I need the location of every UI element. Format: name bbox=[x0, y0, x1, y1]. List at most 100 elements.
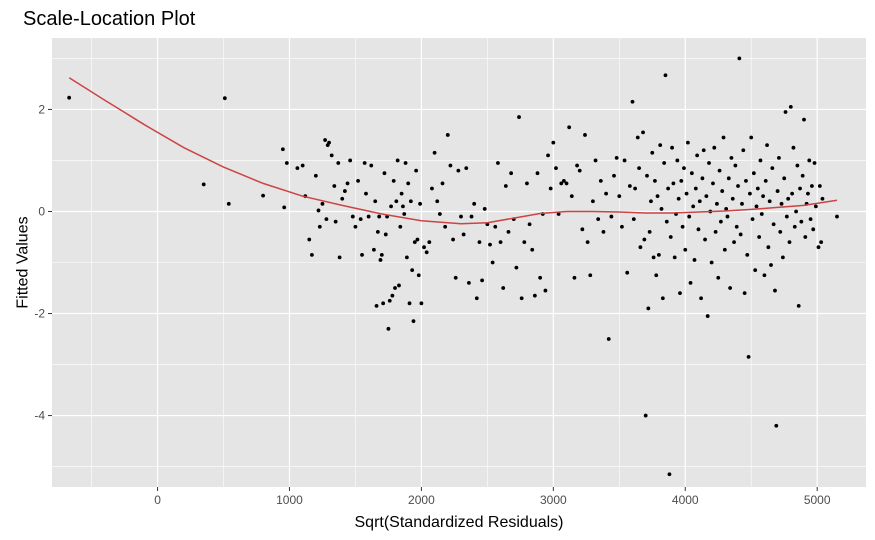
data-point bbox=[593, 158, 598, 163]
data-point bbox=[397, 283, 401, 288]
data-point bbox=[820, 196, 825, 201]
data-point bbox=[660, 296, 665, 301]
data-point bbox=[715, 201, 719, 206]
data-point bbox=[453, 275, 458, 280]
data-point bbox=[802, 117, 806, 122]
data-point bbox=[415, 237, 420, 242]
data-point bbox=[333, 219, 338, 224]
data-point bbox=[810, 184, 814, 188]
data-point bbox=[794, 209, 798, 214]
data-point bbox=[596, 217, 601, 222]
data-point bbox=[744, 178, 748, 183]
x-axis: 0 1000 2000 3000 4000 5000 bbox=[154, 487, 831, 507]
data-point bbox=[712, 145, 717, 150]
data-point bbox=[284, 161, 289, 165]
data-point bbox=[374, 303, 379, 308]
x-tick-label: 4000 bbox=[672, 493, 699, 507]
data-point bbox=[614, 156, 619, 160]
data-point bbox=[404, 255, 409, 260]
data-point bbox=[641, 130, 645, 135]
data-point bbox=[398, 224, 403, 229]
data-point bbox=[514, 265, 519, 270]
data-point bbox=[730, 196, 735, 201]
data-point bbox=[711, 181, 715, 186]
data-point bbox=[329, 153, 334, 158]
data-point bbox=[750, 217, 755, 222]
data-point bbox=[761, 194, 765, 199]
data-point bbox=[517, 115, 521, 119]
data-point bbox=[783, 110, 788, 114]
data-point bbox=[680, 224, 685, 229]
data-point bbox=[226, 201, 231, 206]
y-axis: -4 -2 0 2 bbox=[34, 102, 52, 423]
data-point bbox=[408, 199, 413, 204]
data-point bbox=[748, 191, 752, 196]
data-point bbox=[647, 229, 652, 234]
data-point bbox=[679, 178, 684, 183]
data-point bbox=[323, 138, 327, 142]
data-point bbox=[666, 186, 671, 191]
data-point bbox=[787, 240, 792, 244]
data-point bbox=[399, 191, 404, 196]
y-tick-label: 2 bbox=[38, 102, 45, 116]
major-gridlines bbox=[52, 38, 866, 487]
data-point bbox=[437, 212, 442, 216]
data-point bbox=[807, 158, 812, 163]
data-point bbox=[501, 286, 506, 290]
data-point bbox=[67, 95, 72, 100]
data-point bbox=[379, 252, 384, 257]
data-point bbox=[767, 199, 772, 204]
data-point bbox=[637, 166, 641, 171]
data-point bbox=[482, 207, 487, 211]
data-point bbox=[538, 275, 543, 280]
data-point bbox=[670, 145, 674, 150]
data-point bbox=[403, 161, 408, 165]
data-point bbox=[451, 237, 455, 242]
data-point bbox=[519, 296, 524, 301]
data-point bbox=[464, 166, 469, 171]
data-point bbox=[740, 201, 744, 206]
data-point bbox=[620, 224, 624, 229]
data-point bbox=[664, 219, 669, 224]
data-point bbox=[617, 194, 622, 199]
chart-title: Scale-Location Plot bbox=[23, 8, 196, 30]
data-point bbox=[693, 186, 698, 191]
data-point bbox=[676, 196, 681, 201]
data-point bbox=[509, 171, 514, 176]
x-tick-label: 1000 bbox=[276, 493, 303, 507]
data-point bbox=[360, 252, 364, 257]
data-point bbox=[366, 214, 371, 219]
data-point bbox=[342, 189, 347, 193]
data-point bbox=[745, 252, 750, 257]
data-point bbox=[696, 227, 701, 232]
data-point bbox=[769, 263, 773, 267]
data-point bbox=[737, 56, 742, 61]
data-point bbox=[631, 217, 636, 222]
data-point bbox=[688, 281, 693, 285]
data-point bbox=[381, 301, 386, 306]
data-point bbox=[703, 237, 707, 242]
data-point bbox=[427, 240, 432, 244]
data-point bbox=[469, 214, 474, 219]
data-point bbox=[813, 204, 818, 209]
data-point bbox=[658, 143, 663, 148]
data-point bbox=[689, 171, 694, 176]
data-point bbox=[668, 235, 673, 239]
data-point bbox=[546, 153, 550, 158]
data-point bbox=[746, 354, 751, 359]
data-point bbox=[759, 212, 764, 216]
data-point bbox=[362, 161, 367, 165]
data-point bbox=[527, 222, 532, 227]
data-point bbox=[762, 273, 767, 278]
data-point bbox=[700, 176, 705, 181]
data-point bbox=[655, 194, 660, 199]
data-point bbox=[430, 186, 434, 191]
data-point bbox=[728, 286, 733, 290]
data-point bbox=[721, 135, 726, 140]
data-point bbox=[811, 227, 816, 232]
data-point bbox=[561, 178, 566, 183]
data-point bbox=[697, 199, 702, 204]
data-point bbox=[835, 214, 839, 219]
data-point bbox=[390, 293, 395, 298]
data-point bbox=[282, 205, 287, 210]
